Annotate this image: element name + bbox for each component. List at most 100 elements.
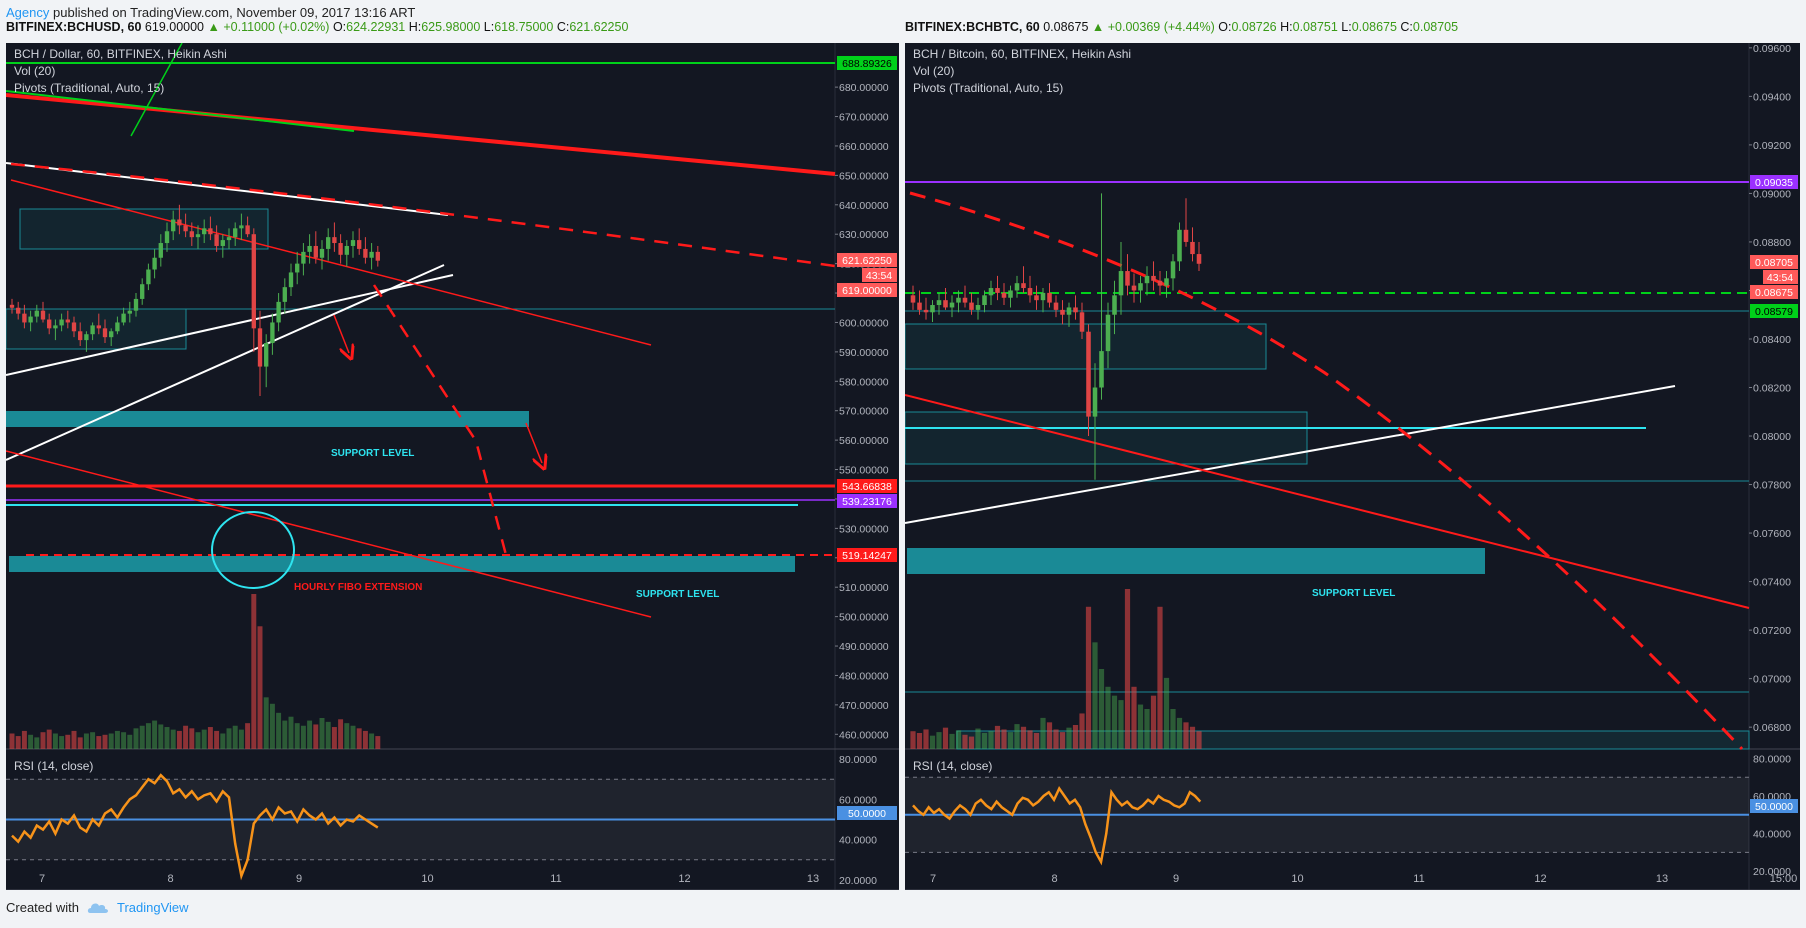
left-y-tick-label: 530.00000: [839, 523, 889, 535]
right-candle-body: [1144, 275, 1150, 284]
published-text: published on TradingView.com, November 0…: [53, 5, 416, 20]
right-volume-bar: [994, 725, 1001, 749]
right-candle-body: [1073, 307, 1078, 313]
right-x-tick-label: 9: [1173, 873, 1179, 885]
svg-text:621.62250: 621.62250: [842, 255, 892, 267]
tradingview-link[interactable]: TradingView: [116, 900, 189, 915]
right-y-tick-label: 0.09400: [1753, 91, 1791, 103]
right-volume-bar: [1170, 709, 1176, 749]
left-volume-bar: [207, 727, 213, 749]
left-x-tick-label: 12: [678, 873, 690, 885]
right-candle-body: [1014, 283, 1020, 291]
left-x-tick-label: 7: [39, 873, 45, 885]
left-candle-body: [146, 269, 151, 285]
right-last: 0.08675: [1043, 20, 1089, 34]
right-chart-title: BCH / Bitcoin, 60, BITFINEX, Heikin Ashi: [913, 47, 1131, 61]
left-chart-title: BCH / Dollar, 60, BITFINEX, Heikin Ashi: [14, 47, 227, 61]
left-rsi-tick-label: 80.0000: [839, 754, 877, 766]
left-x-tick-label: 8: [167, 873, 173, 885]
right-candle-body: [917, 302, 922, 310]
right-y-tick-label: 0.07800: [1753, 480, 1791, 492]
left-volume-bar: [288, 716, 294, 749]
right-y-ticks: 0.09600 0.09400 0.09200 0.09000 0.08800 0.086…: [1749, 43, 1791, 734]
svg-text:50.0000: 50.0000: [848, 808, 886, 820]
right-candle-body: [923, 309, 929, 313]
right-candle-body: [1066, 307, 1072, 315]
right-candle-body: [1001, 292, 1007, 298]
left-volume-bar: [90, 732, 96, 749]
right-rsi-area: [905, 776, 1749, 866]
right-volume-bar: [1059, 732, 1066, 749]
left-projection-dashed: [372, 284, 508, 556]
left-candle-body: [363, 248, 368, 258]
left-y-tick-label: 680.00000: [839, 82, 889, 94]
right-rsi-label: RSI (14, close): [913, 759, 992, 773]
left-candle-body: [16, 307, 21, 314]
left-chart-panel[interactable]: 680.00000 670.00000 660.00000 650.00000 640.…: [6, 43, 899, 890]
right-volume-bar: [1150, 695, 1157, 749]
left-candle-body: [53, 325, 58, 329]
right-chart-svg[interactable]: 0.09600 0.09400 0.09200 0.09000 0.08800 0.086…: [905, 43, 1800, 890]
left-chart-svg[interactable]: 680.00000 670.00000 660.00000 650.00000 640.…: [6, 43, 899, 890]
left-y-tick-label: 550.00000: [839, 465, 889, 477]
left-candle-body: [338, 243, 343, 255]
right-volume-bar: [1085, 606, 1092, 749]
right-chart-panel[interactable]: 0.09600 0.09400 0.09200 0.09000 0.08800 0.086…: [905, 43, 1800, 890]
left-candle-body: [84, 334, 89, 341]
left-candle-body: [220, 240, 225, 246]
author-link[interactable]: Agency: [6, 5, 50, 20]
left-candle-body: [307, 245, 312, 252]
left-volume-bar: [375, 736, 381, 749]
right-y-tick-label: 0.08000: [1753, 431, 1791, 443]
left-vol-label: Vol (20): [14, 64, 55, 78]
right-y-tick-label: 0.06800: [1753, 722, 1791, 734]
right-candle-body: [1008, 290, 1013, 298]
left-fibo-circle: [211, 511, 295, 589]
left-arrow-1: [333, 314, 349, 353]
left-candle-body: [301, 251, 306, 264]
left-volume-bar: [245, 723, 251, 749]
left-volume-bar: [46, 729, 52, 749]
right-y-tick-label: 0.08800: [1753, 237, 1791, 249]
right-volume-bar: [968, 736, 975, 749]
left-candle-body: [226, 237, 232, 241]
left-candle-body: [233, 228, 238, 238]
right-red-dashed-trend: [909, 191, 1744, 751]
right-volume-bar: [936, 732, 942, 749]
left-y-tick-label: 600.00000: [839, 317, 889, 329]
left-volume-bar: [114, 730, 120, 749]
left-candle-body: [270, 322, 275, 344]
left-candle-body: [65, 319, 70, 323]
right-volume-bar: [1027, 730, 1033, 749]
right-volume-bar: [929, 735, 936, 749]
left-candle-body: [282, 287, 287, 302]
left-candle-body: [59, 319, 64, 326]
right-candle-body: [1092, 387, 1098, 417]
left-y-tick-label: 470.00000: [839, 700, 889, 712]
right-volume-bar: [962, 734, 968, 749]
right-candle-body: [1034, 295, 1039, 301]
svg-text:43:54: 43:54: [866, 270, 892, 282]
right-candle-body: [995, 288, 1000, 293]
right-rsi-line: [912, 785, 1202, 866]
left-candle-body: [319, 248, 325, 258]
right-y-tick-label: 0.08400: [1753, 334, 1791, 346]
left-support-band-1: [6, 411, 529, 427]
svg-text:0.09035: 0.09035: [1755, 177, 1793, 189]
left-volume-bar: [176, 730, 182, 749]
right-volume-bar: [1124, 589, 1131, 749]
right-x-tick-label: 11: [1413, 873, 1424, 885]
left-pivots-label: Pivots (Traditional, Auto, 15): [14, 81, 164, 95]
left-volume-bar: [71, 730, 77, 749]
left-candle-body: [276, 301, 281, 323]
left-candle-body: [171, 219, 176, 232]
left-fibo-label: HOURLY FIBO EXTENSION: [294, 582, 422, 593]
right-candle-body: [969, 302, 974, 310]
left-volume-bar: [145, 723, 151, 749]
left-red-dashed-trend: [10, 162, 836, 268]
left-volume-bar: [201, 729, 207, 749]
left-volume-bar: [300, 725, 306, 749]
left-support-band-2: [9, 556, 795, 572]
svg-text:519.14247: 519.14247: [842, 550, 892, 562]
left-volume-bar: [238, 729, 244, 749]
